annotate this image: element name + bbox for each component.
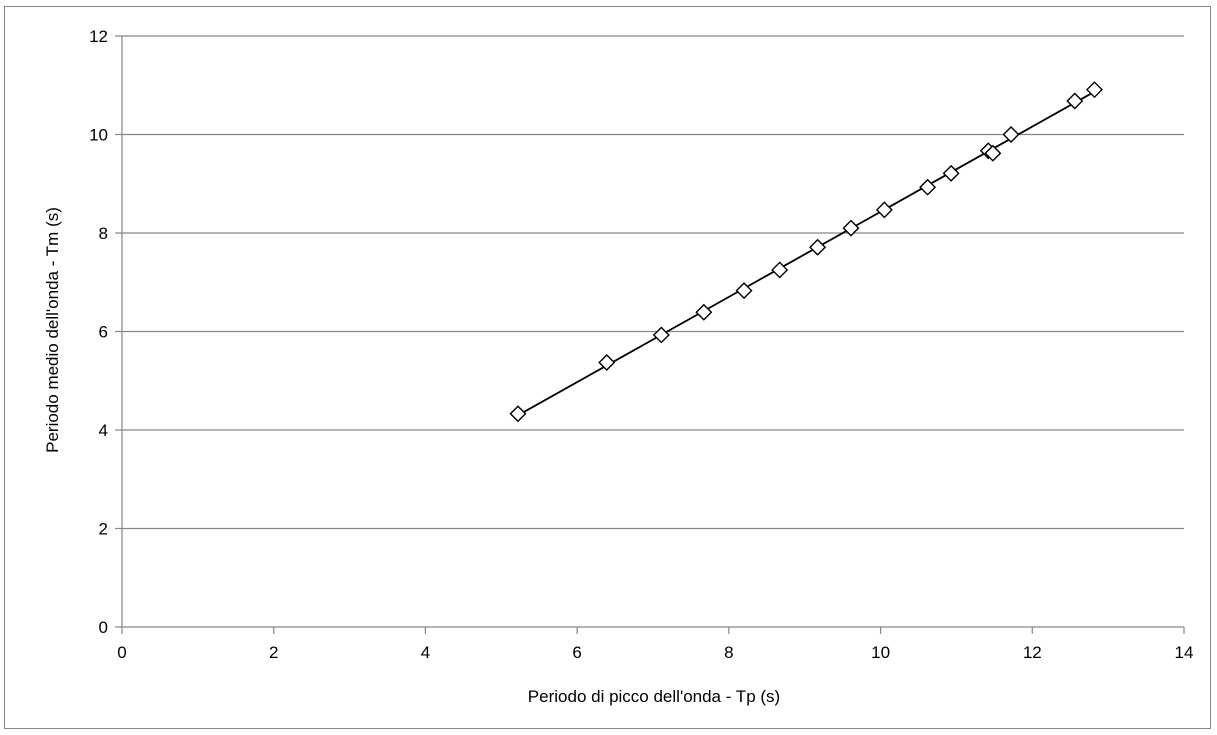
x-tick-label: 0 <box>117 643 126 662</box>
x-tick-label: 8 <box>724 643 733 662</box>
data-point <box>771 261 789 279</box>
data-point <box>875 201 893 219</box>
data-point <box>984 144 1002 162</box>
y-tick-label: 4 <box>99 421 108 440</box>
y-axis-title: Periodo medio dell'onda - Tm (s) <box>43 207 62 453</box>
y-tick-label: 8 <box>99 224 108 243</box>
x-tick-label: 4 <box>421 643 430 662</box>
x-tick-label: 6 <box>572 643 581 662</box>
y-tick-label: 6 <box>99 323 108 342</box>
data-point <box>695 303 713 321</box>
x-tick-label: 2 <box>269 643 278 662</box>
gridlines <box>122 35 1184 530</box>
y-tick-label: 12 <box>89 27 108 46</box>
tick-labels: 0 2 4 6 8 10 12 0 2 4 6 8 10 12 14 <box>89 27 1193 662</box>
x-tick-label: 14 <box>1175 643 1194 662</box>
data-point <box>509 405 527 423</box>
data-point <box>1002 126 1020 143</box>
data-points <box>509 81 1103 423</box>
axes <box>115 35 1185 634</box>
x-tick-label: 12 <box>1023 643 1042 662</box>
y-tick-label: 0 <box>99 618 108 637</box>
data-point <box>1085 81 1103 99</box>
data-point <box>652 326 670 344</box>
x-axis-title: Periodo di picco dell'onda - Tp (s) <box>528 687 780 706</box>
data-point <box>919 178 937 196</box>
data-point <box>942 164 960 182</box>
x-tick-label: 10 <box>871 643 890 662</box>
data-point <box>842 219 860 237</box>
data-point <box>598 354 616 372</box>
data-point <box>735 282 753 300</box>
y-tick-label: 10 <box>89 126 108 145</box>
y-tick-label: 2 <box>99 520 108 539</box>
data-point <box>809 238 827 256</box>
data-point <box>1066 92 1084 110</box>
